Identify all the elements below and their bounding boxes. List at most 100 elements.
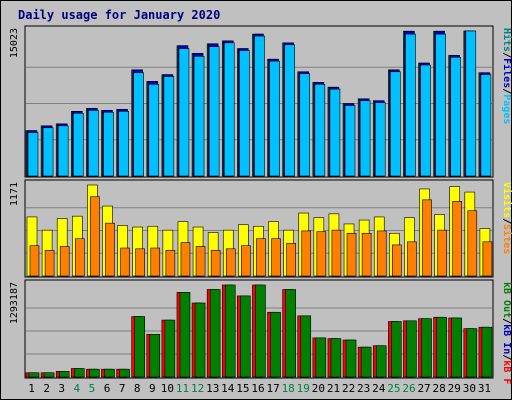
x-tick-label: 11 <box>176 382 189 395</box>
bar-kb-out-day-8 <box>134 316 145 378</box>
bar-sites-day-2 <box>44 250 55 277</box>
bar-sites-day-6 <box>105 222 115 277</box>
bar-pages-day-6 <box>103 111 114 177</box>
x-tick-label: 22 <box>342 382 355 395</box>
bar-pages-day-23 <box>359 100 371 177</box>
bar-pages-day-28 <box>435 33 446 177</box>
bar-sites-day-3 <box>59 246 70 277</box>
bar-pages-day-16 <box>254 35 265 177</box>
legend-entry: Hits <box>501 28 512 52</box>
bar-sites-day-5 <box>90 196 100 277</box>
legend: Visits/Sites <box>501 182 512 254</box>
bar-pages-day-18 <box>284 44 295 177</box>
legend-entry: / <box>501 218 512 224</box>
bar-sites-day-28 <box>437 229 447 277</box>
bar-kb-out-day-11 <box>179 292 191 378</box>
legend-entry: Sites <box>501 224 512 254</box>
bar-sites-day-27 <box>422 199 432 277</box>
x-tick-label: 15 <box>236 382 249 395</box>
bar-pages-day-8 <box>133 72 144 177</box>
bar-pages-day-7 <box>118 111 129 177</box>
bar-kb-out-day-16 <box>255 284 266 378</box>
bar-sites-day-25 <box>392 244 402 277</box>
bar-pages-day-26 <box>405 33 416 177</box>
bar-sites-day-1 <box>29 245 40 277</box>
x-tick-label: 4 <box>74 382 81 395</box>
x-tick-label: 21 <box>327 382 340 395</box>
bar-kb-out-day-20 <box>315 337 327 378</box>
bar-kb-out-day-10 <box>164 319 176 378</box>
x-tick-label: 6 <box>104 382 111 395</box>
bar-sites-day-29 <box>452 201 463 277</box>
bar-pages-day-21 <box>329 88 341 177</box>
bar-pages-day-13 <box>208 46 220 177</box>
bar-sites-day-16 <box>256 238 266 277</box>
x-tick-label: 7 <box>119 382 126 395</box>
x-tick-label: 20 <box>312 382 325 395</box>
x-tick-label: 26 <box>402 382 415 395</box>
bar-pages-day-22 <box>344 105 356 177</box>
bar-pages-day-9 <box>148 84 160 177</box>
y-max-label: 1171 <box>9 182 20 206</box>
legend: kB Out/kB In/kB F <box>501 282 512 384</box>
bar-sites-day-17 <box>271 238 281 277</box>
bar-kb-out-day-27 <box>421 318 432 378</box>
x-tick-label: 24 <box>372 382 386 395</box>
bar-kb-out-day-25 <box>391 321 402 378</box>
bar-pages-day-11 <box>178 48 190 177</box>
bar-pages-day-15 <box>239 50 250 177</box>
bar-kb-out-day-2 <box>43 372 55 378</box>
bar-kb-out-day-14 <box>224 284 236 378</box>
bar-pages-day-20 <box>314 84 326 177</box>
x-tick-label: 16 <box>251 382 264 395</box>
legend-entry: kB F <box>501 360 512 384</box>
legend-entry: / <box>501 354 512 360</box>
bar-sites-day-18 <box>286 243 296 277</box>
x-tick-label: 25 <box>387 382 400 395</box>
bar-pages-day-30 <box>465 30 477 177</box>
bar-kb-out-day-17 <box>270 311 281 378</box>
bar-pages-day-12 <box>193 56 205 177</box>
x-tick-label: 9 <box>149 382 156 395</box>
bar-sites-day-11 <box>180 242 191 277</box>
bar-sites-day-13 <box>210 250 221 277</box>
x-tick-label: 12 <box>191 382 204 395</box>
bar-pages-day-4 <box>72 112 84 177</box>
bar-pages-day-10 <box>163 76 175 177</box>
panel-3: 1293187 kB Out/kB In/kB F <box>9 279 512 384</box>
bar-sites-day-14 <box>225 248 236 277</box>
bar-kb-out-day-28 <box>436 316 447 378</box>
bar-kb-out-day-4 <box>73 368 85 378</box>
panel-2: 1171 Visits/Sites <box>9 179 512 278</box>
chart-title: Daily usage for January 2020 <box>18 8 220 22</box>
x-tick-label: 19 <box>297 382 310 395</box>
legend-entry: Files <box>501 58 512 88</box>
legend-entry: / <box>501 318 512 324</box>
bar-pages-day-31 <box>480 74 492 177</box>
legend-entry: Pages <box>501 94 512 124</box>
bar-kb-out-day-21 <box>330 338 342 378</box>
bar-sites-day-24 <box>376 230 387 277</box>
panel-1: 15023 Hits/Files/Pages <box>9 25 512 178</box>
bar-kb-out-day-22 <box>345 339 357 378</box>
bar-kb-out-day-26 <box>406 320 417 378</box>
bar-kb-out-day-15 <box>240 295 251 378</box>
bar-sites-day-20 <box>316 231 327 277</box>
bar-pages-day-17 <box>269 60 280 177</box>
bar-sites-day-12 <box>195 246 206 277</box>
y-max-label: 15023 <box>9 28 20 58</box>
x-tick-label: 2 <box>43 382 50 395</box>
bar-kb-out-day-31 <box>481 326 493 378</box>
bar-kb-out-day-5 <box>89 368 100 378</box>
bar-pages-day-1 <box>27 132 39 177</box>
bar-pages-day-5 <box>88 110 99 177</box>
bar-kb-out-day-24 <box>375 345 387 378</box>
bar-kb-out-day-13 <box>209 289 221 378</box>
legend-entry: / <box>501 52 512 58</box>
x-tick-label: 3 <box>58 382 65 395</box>
x-tick-label: 30 <box>463 382 476 395</box>
legend-entry: / <box>501 88 512 94</box>
legend-entry: kB Out <box>501 282 512 318</box>
legend-entry: Visits <box>501 182 512 218</box>
